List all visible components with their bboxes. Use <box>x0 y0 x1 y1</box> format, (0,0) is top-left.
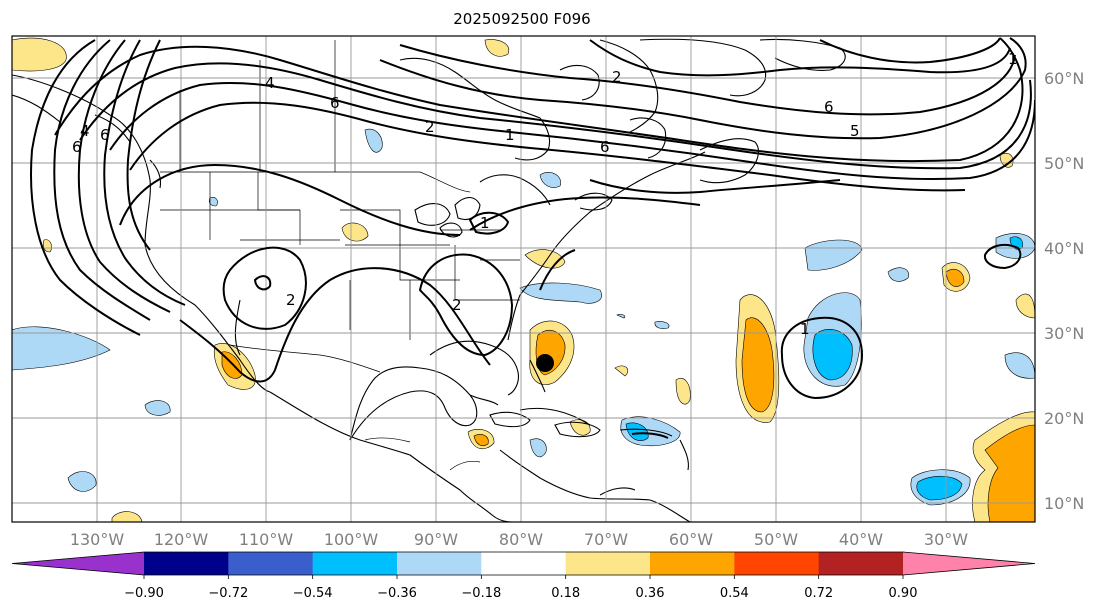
colorbar-segment <box>565 552 651 575</box>
map-frame <box>11 35 1036 523</box>
contour-labels: 6 4 6 6 2 1 2 6 5 6 4 2 1 2 1 1 <box>72 50 1018 338</box>
map-background <box>12 36 1035 522</box>
lon-tick-label: 30°W <box>924 530 968 549</box>
colorbar-segment <box>734 552 820 575</box>
contour-label: 6 <box>100 126 110 144</box>
lat-tick-label: 40°N <box>1044 239 1084 258</box>
contour-label: 4 <box>80 122 90 140</box>
colorbar-segment <box>228 552 314 575</box>
contour-label: 1 <box>800 320 810 338</box>
map-panel: 6 4 6 6 2 1 2 6 5 6 4 2 1 2 1 1 <box>11 35 1036 523</box>
colorbar-extend-max <box>903 552 1035 575</box>
lat-tick-label: 60°N <box>1044 69 1084 88</box>
lon-tick-label: 120°W <box>154 530 209 549</box>
contour-label: 2 <box>452 296 462 314</box>
colorbar: −0.90 −0.72 −0.54 −0.36 −0.18 0.18 0.36 0.54 0.7… <box>11 551 1036 601</box>
lat-tick-label: 30°N <box>1044 324 1084 343</box>
contour-label: 6 <box>72 138 82 156</box>
lon-tick-label: 60°W <box>669 530 713 549</box>
contour-label: 2 <box>612 68 622 86</box>
colorbar-label: 0.90 <box>889 586 918 601</box>
contour-label: 1 <box>480 214 490 232</box>
colorbar-segment <box>650 552 735 575</box>
lat-tick-label: 50°N <box>1044 154 1084 173</box>
colorbar-segment <box>481 552 567 575</box>
colorbar-segment <box>312 552 398 575</box>
political-borders <box>160 40 520 471</box>
shaded-anomalies <box>12 37 1035 522</box>
coastlines <box>12 38 846 522</box>
lon-tick-label: 70°W <box>584 530 628 549</box>
lon-tick-label: 90°W <box>414 530 458 549</box>
colorbar-label: 0.72 <box>804 586 833 601</box>
colorbar-label: −0.36 <box>377 586 417 601</box>
contour-label: 2 <box>425 118 435 136</box>
contour-label: 5 <box>850 122 860 140</box>
colorbar-label: −0.54 <box>293 586 333 601</box>
colorbar-label: 0.54 <box>720 586 749 601</box>
colorbar-extend-min <box>12 552 144 575</box>
colorbar-segment <box>397 552 482 575</box>
lon-tick-label: 110°W <box>239 530 294 549</box>
contour-label: 6 <box>600 138 610 156</box>
contour-lines <box>30 37 1035 439</box>
lon-tick-label: 130°W <box>70 530 125 549</box>
colorbar-label: 0.18 <box>551 586 580 601</box>
storm-center-marker <box>536 354 554 372</box>
lon-tick-label: 100°W <box>324 530 379 549</box>
lon-tick-label: 80°W <box>499 530 543 549</box>
contour-label: 2 <box>286 291 296 309</box>
colorbar-label: −0.18 <box>461 586 501 601</box>
longitude-labels: 130°W 120°W 110°W 100°W 90°W 80°W 70°W 6… <box>70 530 968 549</box>
contour-label: 6 <box>330 94 340 112</box>
colorbar-segment <box>144 552 229 575</box>
lon-tick-label: 40°W <box>839 530 883 549</box>
lat-tick-label: 20°N <box>1044 409 1084 428</box>
contour-label: 1 <box>1008 50 1018 68</box>
contour-label: 4 <box>265 74 275 92</box>
colorbar-label: −0.72 <box>208 586 248 601</box>
lat-tick-label: 10°N <box>1044 494 1084 513</box>
contour-label: 6 <box>824 98 834 116</box>
colorbar-label: 0.36 <box>636 586 665 601</box>
colorbar-segment <box>818 552 904 575</box>
colorbar-label: −0.90 <box>124 586 164 601</box>
plot-title: 2025092500 F096 <box>453 10 590 28</box>
contour-label: 1 <box>505 126 515 144</box>
latitude-labels: 60°N 50°N 40°N 30°N 20°N 10°N <box>1044 69 1084 513</box>
lon-tick-label: 50°W <box>754 530 798 549</box>
